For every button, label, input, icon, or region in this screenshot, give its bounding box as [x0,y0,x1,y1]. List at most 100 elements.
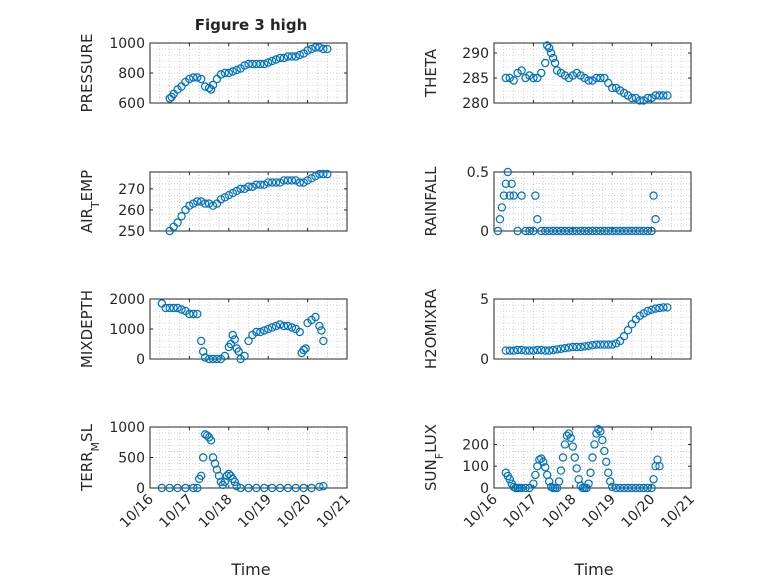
data-point [315,321,324,331]
data-point [507,179,516,188]
data-point [267,483,277,493]
data-point [161,303,170,313]
data-point [169,303,178,313]
panel-rainfall: 0 0.5 RAINFALL [422,165,692,240]
y-tick-label: 100 [462,459,489,475]
x-axis-label-right: Time [573,560,613,579]
data-point [299,345,308,355]
data-point [544,346,554,355]
data-point [248,59,257,69]
data-point [198,453,208,462]
data-point [220,193,230,202]
data-point [564,429,574,438]
data-point [635,96,644,105]
data-point [517,345,526,355]
data-point [275,483,285,493]
data-point [627,483,637,493]
data-point [592,340,601,349]
data-point [606,477,615,486]
data-point [564,226,574,236]
data-point [572,226,581,236]
data-point [576,342,585,352]
data-point [303,46,312,55]
data-point [303,176,312,185]
y-tick-label: 2000 [109,292,145,308]
data-point [232,481,241,491]
data-point [323,44,332,54]
axes-box [493,298,692,360]
data-point [311,312,320,322]
data-point [544,43,554,53]
data-point [649,475,658,484]
data-point [541,58,550,68]
data-point [558,453,568,462]
y-tick-label: 0 [480,352,489,368]
data-point [189,309,198,319]
data-point [495,214,505,224]
data-point [200,199,210,208]
data-point [627,93,637,103]
panel-air-temp: 250 260 270 AIRTEMP [78,169,348,240]
data-point [608,226,617,236]
data-point [655,462,664,471]
data-point [509,346,518,355]
data-point [319,481,328,491]
data-point [600,446,609,456]
y-tick-label: 0 [136,481,145,497]
data-point [525,226,534,236]
data-point [521,226,530,236]
data-point [541,346,550,355]
data-point [228,67,237,76]
data-point [283,52,293,61]
data-point [295,327,304,337]
data-point [537,68,546,78]
data-point [615,483,625,493]
data-point [572,464,581,473]
data-point [319,336,328,346]
data-point [533,345,542,355]
data-point [505,191,514,200]
data-point [529,479,538,488]
data-point [541,226,550,236]
data-point [608,482,617,492]
data-point [493,226,503,236]
data-point [256,327,265,337]
data-point [206,85,216,94]
data-point [283,176,293,185]
data-point [604,340,613,349]
data-point [319,169,328,179]
data-point [252,483,261,493]
data-point [240,351,249,361]
data-point [315,43,324,52]
panel-h2omixra: 0 5 H2OMIXRA [422,288,692,369]
data-point [299,178,308,187]
data-point [544,226,554,236]
data-point [584,479,593,488]
data-point [598,435,607,445]
y-tick-label: 0 [480,224,489,240]
data-point [659,303,668,312]
data-point [552,226,562,236]
y-axis-label: THETA [422,48,440,98]
data-point [513,226,522,236]
data-point [580,226,589,236]
data-point [291,52,300,61]
data-point [604,226,613,236]
data-point [659,91,668,100]
data-point [608,340,617,349]
data-point [173,218,182,227]
y-tick-label: 1000 [109,420,145,436]
data-point [517,191,526,200]
data-point [546,48,556,58]
data-point [260,483,269,493]
panel-pressure: 600 800 1000 PRESSURE [78,34,348,112]
data-point [531,470,540,480]
y-tick-label: 250 [118,224,145,240]
data-point [560,344,570,353]
data-point [193,483,202,493]
data-point [287,176,297,185]
y-tick-label: 600 [118,96,145,112]
data-point [189,73,198,82]
data-point [663,303,672,312]
y-tick-label: 285 [462,71,489,87]
